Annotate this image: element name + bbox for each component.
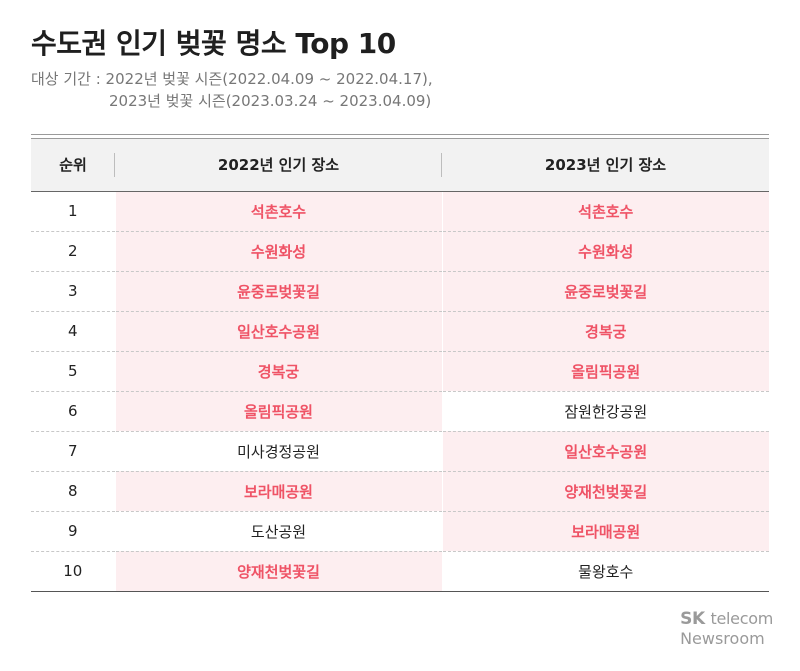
rank-cell: 10 (31, 551, 115, 592)
table-header-row: 순위 2022년 인기 장소 2023년 인기 장소 (31, 139, 769, 192)
ranking-table-container: 순위 2022년 인기 장소 2023년 인기 장소 1 석촌호수 석촌호수 2 수원화… (31, 134, 769, 592)
place-2022-cell: 석촌호수 (114, 191, 442, 232)
table-top-rule (31, 134, 769, 135)
place-2023-cell: 일산호수공원 (441, 431, 769, 472)
rank-cell: 2 (31, 231, 115, 272)
period-line-1: 대상 기간 : 2022년 벚꽃 시즌(2022.04.09 ~ 2022.04… (31, 70, 433, 88)
place-2023-cell: 잠원한강공원 (441, 391, 769, 432)
header-2023: 2023년 인기 장소 (442, 139, 769, 192)
ranking-table: 순위 2022년 인기 장소 2023년 인기 장소 1 석촌호수 석촌호수 2 수원화… (31, 139, 769, 592)
rank-cell: 6 (31, 391, 115, 432)
period-line-2: 2023년 벚꽃 시즌(2023.03.24 ~ 2023.04.09) (109, 92, 432, 110)
table-row: 3 윤중로벚꽃길 윤중로벚꽃길 (31, 271, 769, 312)
place-2022-cell: 윤중로벚꽃길 (114, 271, 442, 312)
rank-cell: 4 (31, 311, 115, 352)
table-body: 1 석촌호수 석촌호수 2 수원화성 수원화성 3 윤중로벚꽃길 윤중로벚꽃길 4 일산호수공원 경복… (31, 191, 769, 592)
table-row: 6 올림픽공원 잠원한강공원 (31, 391, 769, 432)
table-row: 9 도산공원 보라매공원 (31, 511, 769, 552)
place-2022-cell: 보라매공원 (114, 471, 442, 512)
header-2022: 2022년 인기 장소 (115, 139, 442, 192)
table-row: 8 보라매공원 양재천벚꽃길 (31, 471, 769, 512)
place-2023-cell: 물왕호수 (441, 551, 769, 592)
rank-cell: 7 (31, 431, 115, 472)
place-2023-cell: 수원화성 (441, 231, 769, 272)
sk-telecom-newsroom-logo: SK telecom Newsroom (680, 609, 773, 648)
table-row: 5 경복궁 올림픽공원 (31, 351, 769, 392)
period-note: 대상 기간 : 2022년 벚꽃 시즌(2022.04.09 ~ 2022.04… (31, 68, 433, 112)
place-2022-cell: 경복궁 (114, 351, 442, 392)
rank-cell: 5 (31, 351, 115, 392)
place-2023-cell: 보라매공원 (441, 511, 769, 552)
brand-sk-telecom: SK telecom (680, 609, 773, 629)
table-row: 10 양재천벚꽃길 물왕호수 (31, 551, 769, 592)
table-row: 1 석촌호수 석촌호수 (31, 191, 769, 232)
place-2022-cell: 올림픽공원 (114, 391, 442, 432)
rank-cell: 3 (31, 271, 115, 312)
place-2023-cell: 양재천벚꽃길 (441, 471, 769, 512)
brand-newsroom: Newsroom (680, 629, 765, 648)
place-2023-cell: 올림픽공원 (441, 351, 769, 392)
rank-cell: 1 (31, 191, 115, 232)
table-row: 7 미사경정공원 일산호수공원 (31, 431, 769, 472)
place-2022-cell: 양재천벚꽃길 (114, 551, 442, 592)
place-2023-cell: 경복궁 (441, 311, 769, 352)
place-2023-cell: 윤중로벚꽃길 (441, 271, 769, 312)
place-2022-cell: 일산호수공원 (114, 311, 442, 352)
table-row: 2 수원화성 수원화성 (31, 231, 769, 272)
place-2022-cell: 도산공원 (114, 511, 442, 552)
rank-cell: 8 (31, 471, 115, 512)
place-2022-cell: 수원화성 (114, 231, 442, 272)
table-top-rule-2 (31, 138, 769, 139)
header-rank: 순위 (31, 139, 115, 192)
rank-cell: 9 (31, 511, 115, 552)
place-2022-cell: 미사경정공원 (114, 431, 442, 472)
place-2023-cell: 석촌호수 (441, 191, 769, 232)
page-title: 수도권 인기 벚꽃 명소 Top 10 (31, 27, 396, 60)
table-row: 4 일산호수공원 경복궁 (31, 311, 769, 352)
